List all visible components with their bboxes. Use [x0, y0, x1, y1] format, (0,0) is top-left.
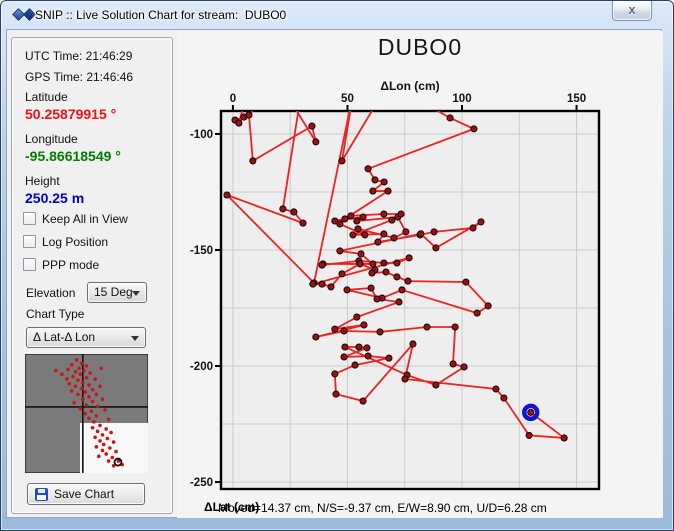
checkbox-label: Keep All in View	[42, 212, 128, 226]
elevation-selected-value: 15 Deg	[94, 285, 133, 299]
scatter-chart-canvas: 0 50 100 150 -100 -150 -200 -250	[190, 93, 601, 491]
latitude-label: Latitude	[25, 90, 68, 104]
title-bar[interactable]: SNIP :: Live Solution Chart for stream: …	[1, 1, 673, 29]
checkbox-label: Log Position	[42, 235, 109, 249]
svg-text:150: 150	[567, 93, 586, 105]
x-axis-label: ΔLon (cm)	[380, 79, 440, 93]
chart-panel: DUBO0 ΔLon (cm) 0 50 100 150 -100 -150 -200 -25…	[177, 31, 663, 518]
chart-type-selected-value: Δ Lat-Δ Lon	[33, 330, 96, 344]
svg-text:-200: -200	[190, 361, 213, 373]
app-icon-right-diamond	[23, 8, 36, 21]
close-button[interactable]: x	[612, 1, 652, 21]
svg-text:-150: -150	[190, 245, 213, 257]
checkbox-label: PPP mode	[42, 258, 100, 272]
svg-text:0: 0	[230, 93, 236, 105]
checkbox-box[interactable]	[23, 235, 36, 248]
svg-text:-100: -100	[190, 129, 213, 141]
checkbox-box[interactable]	[23, 212, 36, 225]
latitude-value: 50.25879915 °	[25, 106, 117, 122]
gps-time-label: GPS Time: 21:46:46	[25, 70, 134, 84]
height-value: 250.25 m	[25, 190, 85, 206]
save-chart-label: Save Chart	[54, 487, 115, 501]
longitude-value: -95.86618549 °	[25, 148, 121, 164]
svg-text:50: 50	[341, 93, 354, 105]
checkbox-keep-all-in-view[interactable]: Keep All in View	[23, 212, 163, 227]
svg-text:100: 100	[452, 93, 471, 105]
window-title: SNIP :: Live Solution Chart for stream: …	[35, 8, 287, 22]
checkbox-box[interactable]	[23, 258, 36, 271]
y-axis-label: ΔLat (cm)	[204, 500, 260, 514]
sidebar-panel: UTC Time: 21:46:29 GPS Time: 21:46:46 La…	[11, 37, 173, 514]
minimap-overview[interactable]	[25, 354, 148, 473]
elevation-dropdown[interactable]: 15 Deg	[87, 282, 147, 303]
chart-title: DUBO0	[377, 34, 463, 60]
chevron-down-icon	[131, 336, 139, 341]
height-label: Height	[25, 174, 60, 188]
checkbox-log-position[interactable]: Log Position	[23, 235, 163, 250]
chevron-down-icon	[132, 291, 140, 296]
chart-type-dropdown[interactable]: Δ Lat-Δ Lon	[26, 327, 146, 348]
svg-text:-250: -250	[190, 477, 213, 489]
status-message: Moved=14.37 cm, N/S=-9.37 cm, E/W=8.90 c…	[218, 501, 547, 515]
elevation-label: Elevation	[26, 286, 76, 300]
checkbox-ppp-mode[interactable]: PPP mode	[23, 258, 163, 273]
chart-type-label: Chart Type	[26, 307, 85, 321]
save-icon	[35, 488, 48, 501]
utc-time-label: UTC Time: 21:46:29	[25, 49, 133, 63]
close-icon: x	[628, 2, 636, 17]
longitude-label: Longitude	[25, 132, 78, 146]
save-chart-button[interactable]: Save Chart	[27, 483, 145, 505]
